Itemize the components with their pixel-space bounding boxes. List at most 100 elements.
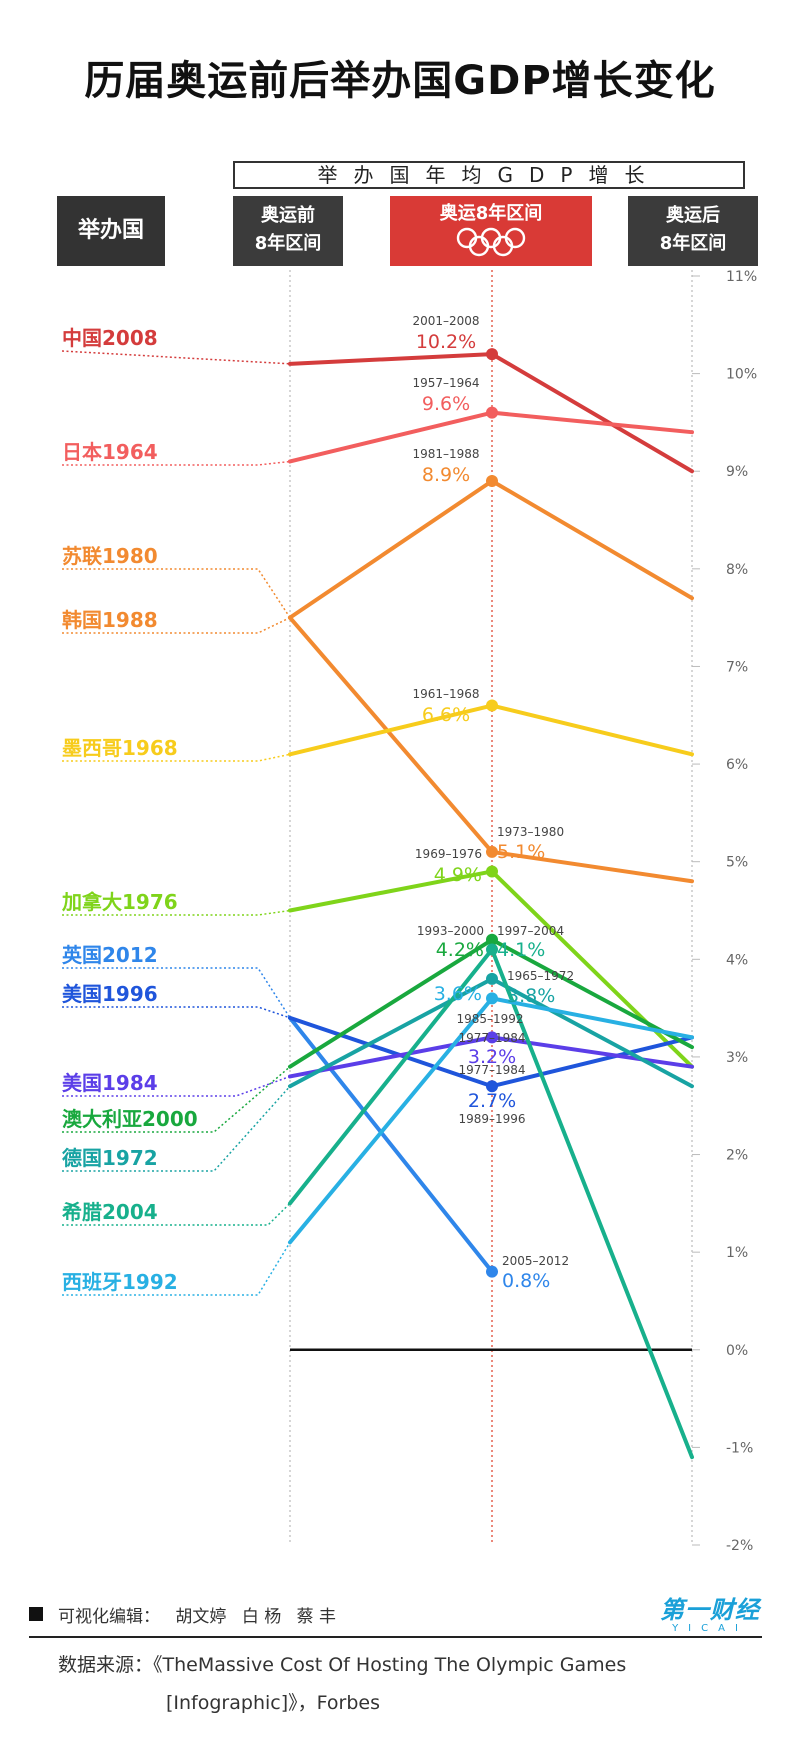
series-connector [62,1075,291,1097]
value-label: 8.9% [422,464,470,486]
series-label: 墨西哥1968 [62,736,178,760]
value-label: 2.7% [468,1090,516,1112]
series-connector [62,1085,291,1172]
footer-divider [29,1636,762,1638]
series-connector [62,1202,291,1226]
y-tick-label: 6% [726,757,748,773]
series-point [486,474,498,487]
series-label: 中国2008 [62,326,158,350]
series-label: 澳大利亚2000 [62,1107,198,1131]
after-line1: 奥运后 [666,205,720,226]
value-label: 3.8% [507,985,555,1007]
host-country-label: 举办国 [77,218,144,243]
editor-label: 可视化编辑： [58,1607,160,1627]
period-label: 1993–2000 [417,924,484,938]
period-label: 1977–1984 [458,1031,525,1045]
after-line2: 8年区间 [659,233,727,254]
y-tick-label: -2% [726,1538,753,1554]
series-connector [61,350,291,365]
series-label: 美国1984 [62,1071,158,1095]
series-label: 希腊2004 [62,1200,158,1224]
source-prefix: 数据来源： [58,1654,154,1676]
series-line [288,1015,494,1274]
before-line1: 奥运前 [261,205,315,226]
y-tick-label: 3% [726,1050,748,1066]
series-connector [62,753,291,762]
series-connector [62,909,291,916]
value-label: 9.6% [422,393,470,415]
series-label: 西班牙1992 [62,1270,178,1294]
series-point [486,865,498,878]
y-tick-label: 5% [726,855,748,871]
growth-header: 举办国年均GDP增长 [233,161,745,189]
period-label: 1985–1992 [456,1012,523,1026]
series-label: 英国2012 [62,943,158,967]
y-tick-label: 2% [726,1148,748,1164]
y-tick-label: 1% [726,1245,748,1261]
value-label: 6.6% [422,704,470,726]
source-line1: 《TheMassive Cost Of Hosting The Olympic … [153,1654,627,1676]
footer-source: 数据来源：《TheMassive Cost Of Hosting The Oly… [58,1646,758,1722]
series-connector [62,967,291,1019]
period-label: 1973–1980 [497,825,564,839]
value-label: 5.1% [497,841,545,863]
series-label: 美国1996 [62,982,158,1006]
series-connector [62,1006,291,1019]
period-label: 1961–1968 [412,687,479,701]
value-label: 3.2% [468,1046,516,1068]
series-label: 韩国1988 [62,608,158,632]
series-point [486,1080,498,1093]
series-line [288,615,694,884]
period-label: 2001–2008 [412,314,479,328]
period-label: 1989–1996 [458,1112,525,1126]
y-tick-label: 9% [726,464,748,480]
period-label: 1981–1988 [412,447,479,461]
host-country-header: 举办国 [57,196,165,266]
footer-bullet-icon [29,1607,43,1621]
series-point [486,348,498,361]
value-label: 0.8% [502,1270,550,1292]
during-label: 奥运8年区间 [439,203,543,224]
series-point [486,406,498,419]
series-label: 德国1972 [62,1146,158,1170]
after-period-header: 奥运后 8年区间 [628,196,758,266]
series-point [486,1265,498,1278]
y-tick-label: -1% [726,1440,753,1456]
period-label: 1977–1984 [458,1063,525,1077]
source-line2: [Infographic]》，Forbes [166,1692,380,1714]
series-point [486,845,498,858]
series-label: 加拿大1976 [61,890,178,914]
period-label: 1997–2004 [497,924,564,938]
footer-editor: 可视化编辑： 胡文婷 白 杨 蔡 丰 [58,1602,346,1627]
editor-name: 胡文婷 [175,1607,227,1627]
value-label: 4.9% [434,864,482,886]
brand-en: YICAI [672,1623,748,1634]
series-point [486,1031,498,1044]
period-label: 1969–1976 [415,847,482,861]
series-point [486,943,498,956]
series-line [288,703,694,757]
series-connector [62,460,291,466]
series-point [486,699,498,712]
yicai-logo: 第一财经 YICAI [660,1590,760,1634]
y-tick-label: 4% [726,952,748,968]
y-tick-label: 7% [726,659,748,675]
y-tick-label: 8% [726,562,748,578]
value-label: 4.2% [436,939,484,961]
series-point [486,992,498,1005]
period-label: 1965–1972 [507,969,574,983]
editor-name: 蔡 丰 [296,1607,337,1627]
series-line [288,478,694,620]
series-point [486,972,498,985]
value-label: 3.6% [434,983,482,1005]
before-line2: 8年区间 [254,233,322,254]
y-tick-label: 11% [726,269,757,285]
y-tick-label: 10% [726,367,757,383]
y-tick-label: 0% [726,1343,748,1359]
series-label: 苏联1980 [62,544,158,568]
period-label: 1957–1964 [412,376,479,390]
series-connector [62,568,291,619]
brand-cn: 第一财经 [660,1596,760,1624]
period-label: 2005–2012 [502,1254,569,1268]
